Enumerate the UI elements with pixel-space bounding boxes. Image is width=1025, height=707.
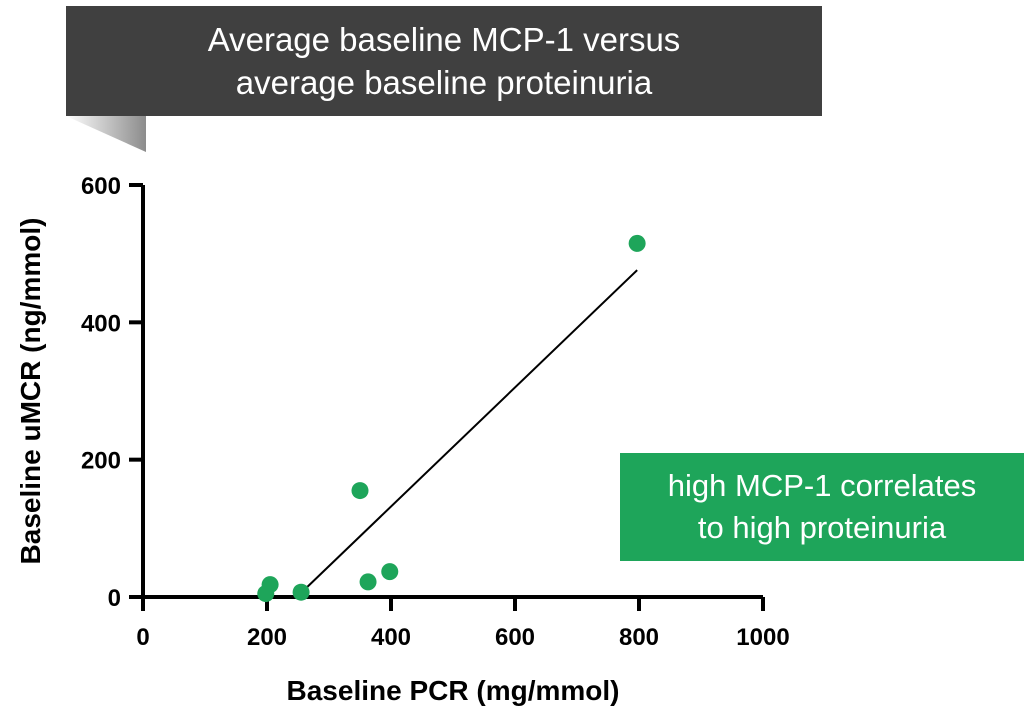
x-tick-label: 0 <box>136 624 149 651</box>
note-line-2: to high proteinuria <box>697 510 947 545</box>
note-callout: high MCP-1 correlates to high proteinuri… <box>620 453 1024 561</box>
data-point <box>351 482 369 500</box>
data-point <box>261 576 279 594</box>
title-callout: Average baseline MCP-1 versus average ba… <box>66 6 822 116</box>
y-tick-label: 200 <box>81 448 121 475</box>
callout-tail <box>66 116 146 152</box>
x-tick-label: 400 <box>371 624 411 651</box>
x-tick-label: 200 <box>247 624 287 651</box>
x-tick-label: 600 <box>495 624 535 651</box>
y-axis-label: Baseline uMCR (ng/mmol) <box>15 218 46 565</box>
note-line-1: high MCP-1 correlates <box>667 468 977 503</box>
title-line-1: Average baseline MCP-1 versus <box>207 21 681 58</box>
data-point <box>359 573 377 591</box>
trend-line <box>300 269 638 594</box>
data-point <box>381 563 399 581</box>
y-tick-label: 0 <box>108 585 121 612</box>
data-point <box>292 583 310 601</box>
y-tick-label: 600 <box>81 173 121 200</box>
y-tick-label: 400 <box>81 310 121 337</box>
x-tick-label: 1000 <box>736 624 789 651</box>
title-line-2: average baseline proteinuria <box>235 64 653 101</box>
data-point <box>628 234 646 252</box>
x-axis-label: Baseline PCR (mg/mmol) <box>287 675 620 706</box>
x-tick-label: 800 <box>619 624 659 651</box>
